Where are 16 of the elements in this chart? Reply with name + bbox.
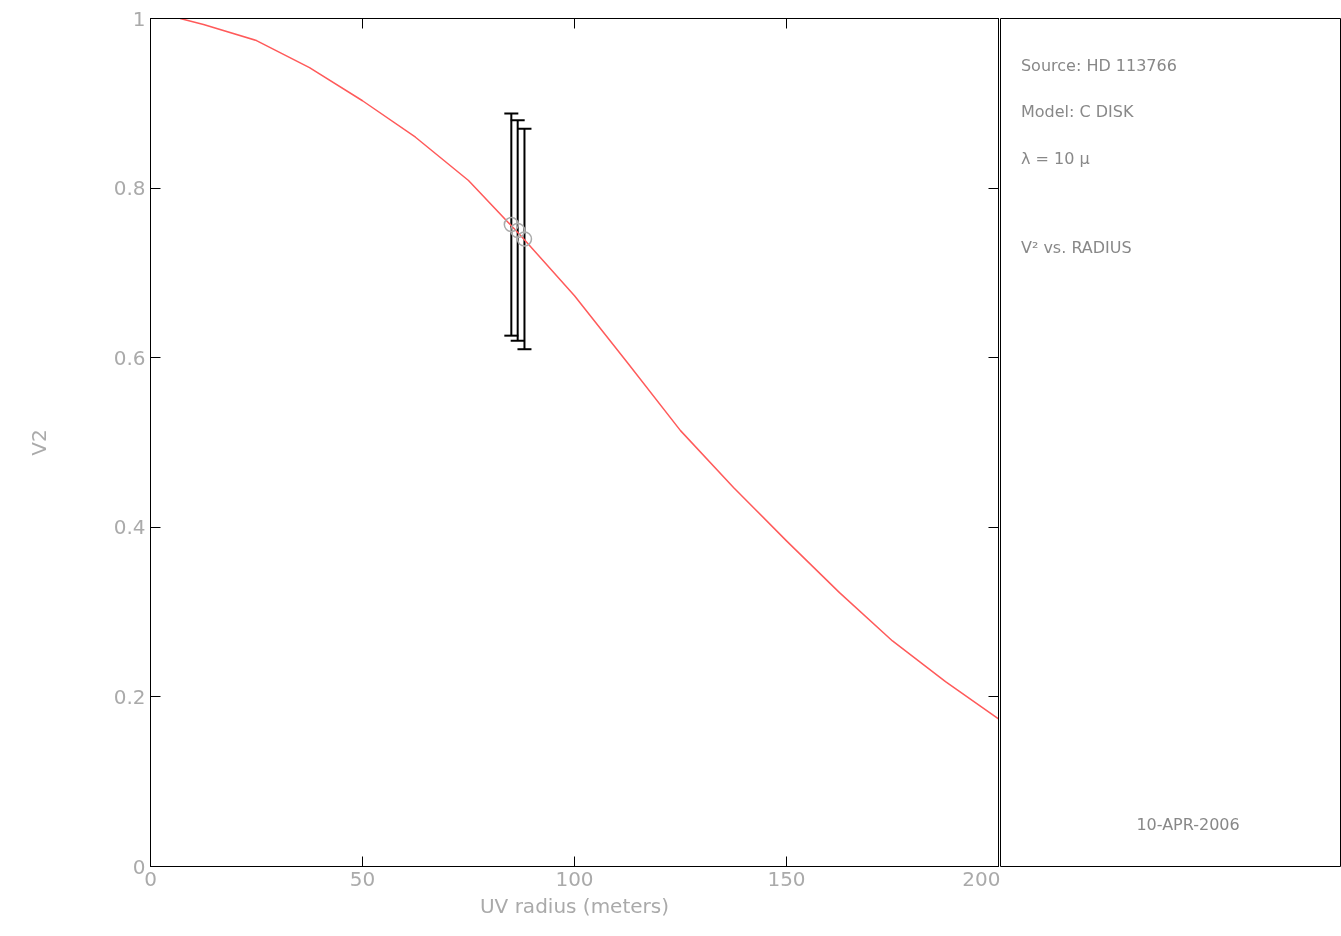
y-tick-label: 0.8 xyxy=(113,176,146,201)
x-tick-label: 100 xyxy=(555,866,594,891)
y-tick-label: 0.4 xyxy=(113,515,146,540)
text: 10-APR-2006 xyxy=(1136,814,1240,834)
x-tick-label: 200 xyxy=(962,866,1001,891)
y-axis-title: V2 xyxy=(26,429,51,456)
text: V² vs. RADIUS xyxy=(1020,237,1132,257)
x-tick-label: 50 xyxy=(349,866,376,891)
text: Model: C DISK xyxy=(1020,102,1134,122)
text: λ = 10 μ xyxy=(1020,148,1090,168)
x-tick-label: 150 xyxy=(767,866,806,891)
y-tick-label: 1 xyxy=(132,6,146,31)
source-note: Source: HD 113766 xyxy=(1020,55,1177,75)
x-axis-title: UV radius (meters) xyxy=(479,893,670,918)
y-tick-label: 0.2 xyxy=(113,684,146,709)
y-tick-label: 0.6 xyxy=(113,345,146,370)
